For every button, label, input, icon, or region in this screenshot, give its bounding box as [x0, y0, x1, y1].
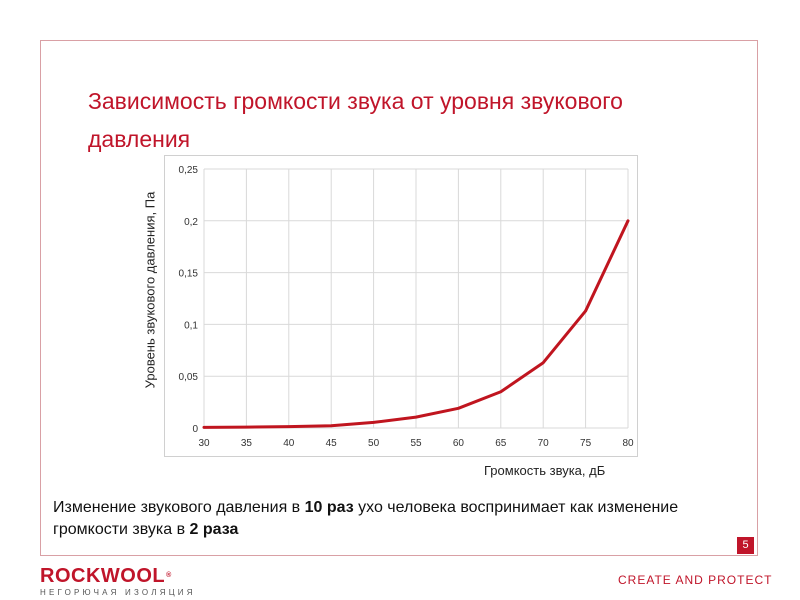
data-point — [626, 219, 630, 222]
chart-area: 0 0,05 0,1 0,15 0,2 0,25 30 35 40 45 50 55 60 65 70 75 8… — [164, 155, 638, 457]
data-point — [287, 425, 290, 428]
x-tick-label: 30 — [198, 438, 210, 449]
data-point — [457, 407, 460, 410]
y-tick-label: 0,25 — [179, 165, 199, 176]
page-number: 5 — [737, 537, 754, 554]
x-tick-label: 65 — [495, 438, 507, 449]
slide-frame — [40, 40, 758, 556]
x-tick-label: 80 — [622, 438, 634, 449]
y-tick-label: 0,1 — [184, 320, 198, 331]
y-axis-label: Уровень звукового давления, Па — [142, 191, 158, 389]
rockwool-logo: ROCKWOOL® НЕГОРЮЧАЯ ИЗОЛЯЦИЯ — [40, 566, 196, 598]
x-tick-label: 70 — [538, 438, 550, 449]
x-tick-label: 45 — [326, 438, 338, 449]
data-point — [202, 426, 206, 429]
slide-title: Зависимость громкости звука от уровня зв… — [88, 88, 623, 152]
y-tick-label: 0 — [192, 424, 198, 435]
x-axis-label: Громкость звука, дБ — [484, 463, 606, 478]
note-text-1: Изменение звукового давления в — [53, 499, 305, 516]
data-point — [584, 309, 587, 313]
line-chart: 0 0,05 0,1 0,15 0,2 0,25 30 35 40 45 50 55 60 65 70 75 8… — [179, 165, 634, 449]
data-point — [330, 424, 333, 427]
y-tick-label: 0,2 — [184, 217, 198, 228]
slogan: CREATE AND PROTECT — [618, 573, 773, 587]
x-tick-label: 35 — [241, 438, 253, 449]
data-point — [499, 390, 502, 393]
x-tick-label: 40 — [283, 438, 295, 449]
logo-tagline: НЕГОРЮЧАЯ ИЗОЛЯЦИЯ — [40, 588, 196, 597]
logo-text: ROCKWOOL — [40, 565, 166, 587]
x-tick-label: 60 — [453, 438, 465, 449]
x-tick-label: 55 — [410, 438, 422, 449]
data-point — [245, 425, 248, 429]
data-point — [542, 361, 545, 364]
x-tick-label: 50 — [368, 438, 380, 449]
data-point — [414, 415, 418, 419]
note-bold-1: 10 раз — [304, 499, 354, 516]
note-bold-2: 2 раза — [189, 521, 239, 538]
data-point — [372, 421, 375, 424]
x-tick-label: 75 — [580, 438, 592, 449]
slide-note: Изменение звукового давления в 10 раз ух… — [53, 497, 743, 541]
note-text-2: ухо человека воспринимает как изменение … — [53, 499, 679, 538]
y-tick-label: 0,05 — [179, 372, 199, 383]
logo-registered-mark: ® — [166, 572, 172, 579]
y-tick-label: 0,15 — [179, 269, 199, 280]
